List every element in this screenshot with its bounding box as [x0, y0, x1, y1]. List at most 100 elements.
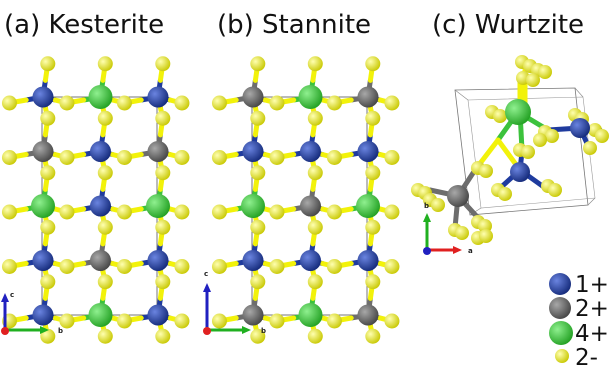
anion-2minus-atom: [269, 313, 285, 329]
anion-2minus-atom: [59, 259, 75, 274]
cation-2plus-atom: [147, 141, 169, 162]
anion-2minus-atom: [59, 150, 75, 165]
cation-1plus-atom: [147, 250, 169, 271]
axis-triad-b: c b: [203, 270, 266, 335]
wurtzite-structure: [411, 55, 609, 245]
atom-layer: [211, 56, 400, 344]
anion-2minus-atom: [1, 204, 17, 220]
cation-4plus-swatch: [549, 321, 573, 345]
anion-2minus-atom: [250, 165, 266, 181]
cell-edge: [574, 87, 584, 98]
cation-2plus-atom: [357, 86, 379, 108]
anion-2minus-atom: [533, 133, 547, 147]
anion-2minus-atom: [365, 165, 381, 181]
anion-2minus-atom: [174, 150, 190, 165]
anion-2minus-atom: [250, 219, 266, 235]
anion-2minus-atom: [498, 187, 512, 201]
anion-2minus-atom: [326, 150, 342, 165]
cation-1plus-atom: [300, 250, 321, 271]
anion-2minus-atom: [211, 150, 227, 165]
legend-item-2plus: 2+: [549, 296, 609, 322]
anion-2minus-atom: [97, 219, 113, 235]
cation-2plus-atom: [357, 304, 379, 326]
axis-origin: [423, 247, 431, 255]
anion-2minus-atom: [548, 183, 562, 197]
anion-2minus-atom: [269, 95, 285, 111]
anion-2minus-atom: [59, 204, 75, 220]
anion-2minus-atom: [40, 274, 56, 290]
anion-2minus-atom: [326, 259, 342, 274]
cation-1plus-atom: [32, 304, 54, 326]
anion-2minus-atom: [97, 274, 113, 290]
stannite-structure: [211, 56, 400, 344]
anion-2minus-atom: [97, 110, 113, 126]
anion-2minus-atom: [479, 164, 493, 178]
anion-2minus-atom: [365, 56, 381, 72]
cation-2plus-swatch: [549, 297, 571, 319]
anion-2minus-atom: [116, 95, 132, 111]
cation-2plus-atom: [242, 304, 264, 326]
anion-2minus-atom: [307, 56, 323, 72]
axis-label-horizontal: b: [58, 327, 63, 335]
anion-2minus-atom: [155, 219, 171, 235]
anion-2minus-atom: [174, 204, 190, 220]
cation-4plus-atom: [241, 194, 265, 218]
axis-label-vertical: c: [10, 291, 14, 299]
cation-4plus-atom: [88, 85, 113, 109]
anion-2minus-atom: [538, 65, 552, 79]
arrowhead: [423, 213, 431, 222]
axis-origin: [1, 327, 9, 335]
cell-edge: [454, 89, 469, 101]
axis-triad-c: b a: [423, 202, 473, 255]
legend-label: 1+: [575, 272, 609, 298]
anion-2minus-atom: [365, 274, 381, 290]
anion-2minus-atom: [384, 95, 400, 111]
anion-2minus-atom: [155, 110, 171, 126]
anion-2minus-atom: [174, 313, 190, 329]
anion-2minus-atom: [250, 274, 266, 290]
cation-1plus-atom: [357, 141, 379, 162]
anion-2minus-atom: [116, 259, 132, 274]
atom-layer: [411, 55, 609, 245]
anion-2minus-atom: [269, 204, 285, 220]
anion-2minus-atom: [40, 110, 56, 126]
anion-2minus-atom: [211, 204, 227, 220]
kesterite-structure: [1, 56, 190, 344]
anion-2minus-atom: [583, 141, 597, 155]
cation-1plus-swatch: [549, 273, 571, 295]
cation-2plus-atom: [32, 141, 54, 162]
anion-2minus-atom: [595, 129, 609, 143]
anion-2minus-atom: [155, 56, 171, 72]
panel-title-kesterite: (a) Kesterite: [4, 10, 164, 40]
legend-label: 2+: [575, 296, 609, 322]
cation-2plus-atom: [300, 195, 321, 217]
anion-2minus-atom: [155, 165, 171, 181]
anion-2minus-atom: [269, 150, 285, 165]
cation-4plus-atom: [298, 303, 323, 327]
anion-2minus-atom: [326, 204, 342, 220]
anion-2minus-atom: [326, 95, 342, 111]
axis-origin: [203, 327, 211, 335]
legend-item-1plus: 1+: [549, 272, 609, 298]
anion-2minus-atom: [155, 328, 171, 344]
cation-4plus-atom: [505, 99, 531, 125]
anion-2minus-atom: [384, 150, 400, 165]
arrowhead: [203, 283, 211, 292]
cation-1plus-atom: [570, 118, 590, 138]
anion-2minus-atom: [116, 150, 132, 165]
panel-title-wurtzite: (c) Wurtzite: [432, 10, 584, 40]
legend-label: 2-: [575, 345, 598, 371]
anion-2minus-atom: [250, 56, 266, 72]
arrowhead: [453, 246, 462, 254]
anion-2minus-atom: [59, 313, 75, 329]
anion-2minus-atom: [521, 145, 535, 159]
cation-1plus-atom: [32, 250, 54, 271]
anion-2minus-atom: [545, 129, 559, 143]
anion-2minus-atom: [97, 165, 113, 181]
anion-2minus-atom: [307, 110, 323, 126]
anion-2minus-atom: [1, 95, 17, 111]
anion-2minus-atom: [116, 313, 132, 329]
cation-1plus-atom: [510, 162, 530, 182]
anion-2minus-atom: [97, 56, 113, 72]
anion-2minus-atom: [211, 313, 227, 329]
